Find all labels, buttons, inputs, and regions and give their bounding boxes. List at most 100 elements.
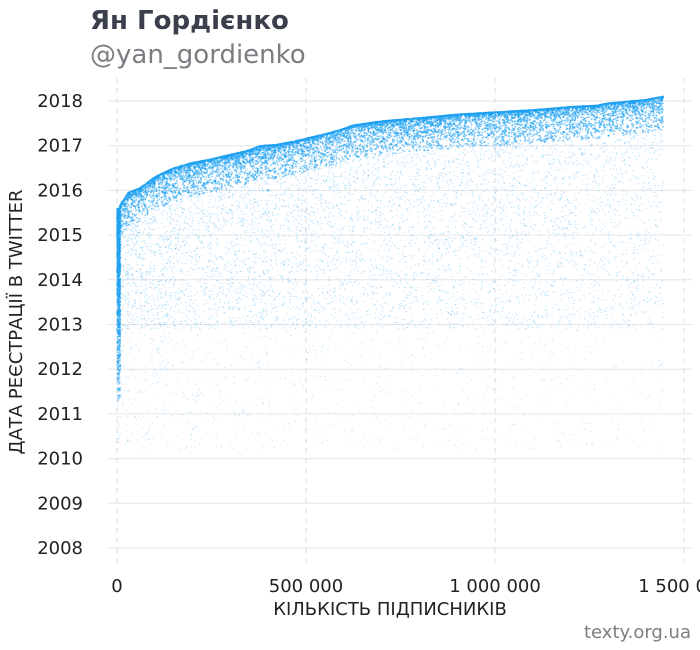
scatter-point <box>485 136 488 139</box>
scatter-point <box>583 110 585 112</box>
scatter-point <box>600 129 603 132</box>
scatter-point <box>531 140 534 143</box>
scatter-point <box>632 109 635 111</box>
scatter-point <box>323 156 325 158</box>
scatter-point <box>448 127 451 129</box>
scatter-point <box>487 142 490 145</box>
scatter-point <box>584 120 587 122</box>
scatter-point <box>475 125 478 128</box>
scatter-point <box>135 196 138 198</box>
scatter-point <box>221 162 224 164</box>
scatter-point <box>654 129 656 132</box>
scatter-point <box>311 152 314 154</box>
scatter-point <box>282 175 284 178</box>
scatter-point <box>336 146 339 149</box>
scatter-point <box>436 136 439 138</box>
scatter-point <box>615 121 618 124</box>
scatter-point <box>320 146 322 149</box>
scatter-point <box>658 128 661 131</box>
scatter-point <box>242 158 245 160</box>
scatter-point <box>528 139 530 142</box>
scatter-point <box>138 220 140 223</box>
scatter-point <box>604 126 606 129</box>
scatter-point <box>348 147 351 150</box>
scatter-point <box>526 139 529 142</box>
chart-subtitle: @yan_gordienko <box>90 40 306 70</box>
scatter-point <box>135 213 138 216</box>
scatter-point <box>594 121 596 124</box>
scatter-point <box>596 111 598 114</box>
scatter-point <box>371 148 374 151</box>
scatter-point <box>364 139 367 142</box>
scatter-point <box>448 147 450 150</box>
scatter-point <box>532 139 535 141</box>
scatter-point <box>276 164 279 166</box>
scatter-point <box>287 157 290 160</box>
scatter-point <box>335 153 338 156</box>
scatter-point <box>490 123 493 125</box>
scatter-point <box>131 198 134 201</box>
scatter-point <box>238 176 241 179</box>
scatter-point <box>595 121 598 124</box>
scatter-point <box>268 176 270 179</box>
scatter-point <box>448 120 451 123</box>
scatter-point <box>602 130 605 133</box>
scatter-points <box>116 95 665 451</box>
scatter-point <box>311 158 313 160</box>
scatter-point <box>501 124 504 127</box>
scatter-point <box>159 176 162 179</box>
scatter-point <box>337 158 340 160</box>
scatter-point <box>486 129 489 132</box>
scatter-point <box>565 120 567 122</box>
scatter-point <box>336 143 338 146</box>
scatter-point <box>438 131 440 134</box>
scatter-point <box>373 143 375 146</box>
scatter-point <box>261 177 263 180</box>
scatter-point <box>315 166 318 169</box>
scatter-point <box>620 125 623 128</box>
scatter-point <box>232 177 235 180</box>
scatter-point <box>317 167 320 170</box>
scatter-point <box>556 123 559 126</box>
scatter-point <box>225 167 228 170</box>
scatter-point <box>311 163 314 166</box>
scatter-point <box>122 212 125 215</box>
scatter-point <box>281 149 284 152</box>
scatter-point <box>612 133 615 135</box>
scatter-point <box>481 131 484 134</box>
scatter-point <box>398 140 401 143</box>
scatter-point <box>481 142 484 145</box>
scatter-point <box>490 119 493 121</box>
scatter-point <box>345 147 348 150</box>
scatter-point <box>194 176 197 178</box>
scatter-point <box>519 127 522 130</box>
scatter-point <box>287 171 290 174</box>
scatter-point <box>510 125 513 127</box>
scatter-point <box>352 143 354 146</box>
scatter-point <box>215 188 218 191</box>
scatter-point <box>224 184 227 187</box>
scatter-point <box>244 169 247 172</box>
scatter-point <box>384 143 387 146</box>
scatter-point <box>249 156 251 159</box>
scatter-point <box>152 192 155 195</box>
scatter-point <box>182 171 185 174</box>
scatter-point <box>518 126 520 129</box>
scatter-point <box>419 149 421 151</box>
scatter-point <box>555 132 557 135</box>
scatter-point <box>125 224 128 227</box>
scatter-point <box>489 127 492 130</box>
scatter-point <box>434 126 437 129</box>
scatter-point <box>184 190 187 192</box>
scatter-point <box>215 186 217 189</box>
scatter-point <box>179 177 182 180</box>
scatter-point <box>140 203 143 205</box>
scatter-point <box>318 158 321 161</box>
scatter-point <box>396 142 399 145</box>
scatter-point <box>645 120 647 123</box>
scatter-point <box>169 178 172 180</box>
scatter-point <box>433 133 435 136</box>
scatter-point <box>547 125 550 128</box>
scatter-point <box>611 120 614 123</box>
scatter-point <box>197 186 200 189</box>
